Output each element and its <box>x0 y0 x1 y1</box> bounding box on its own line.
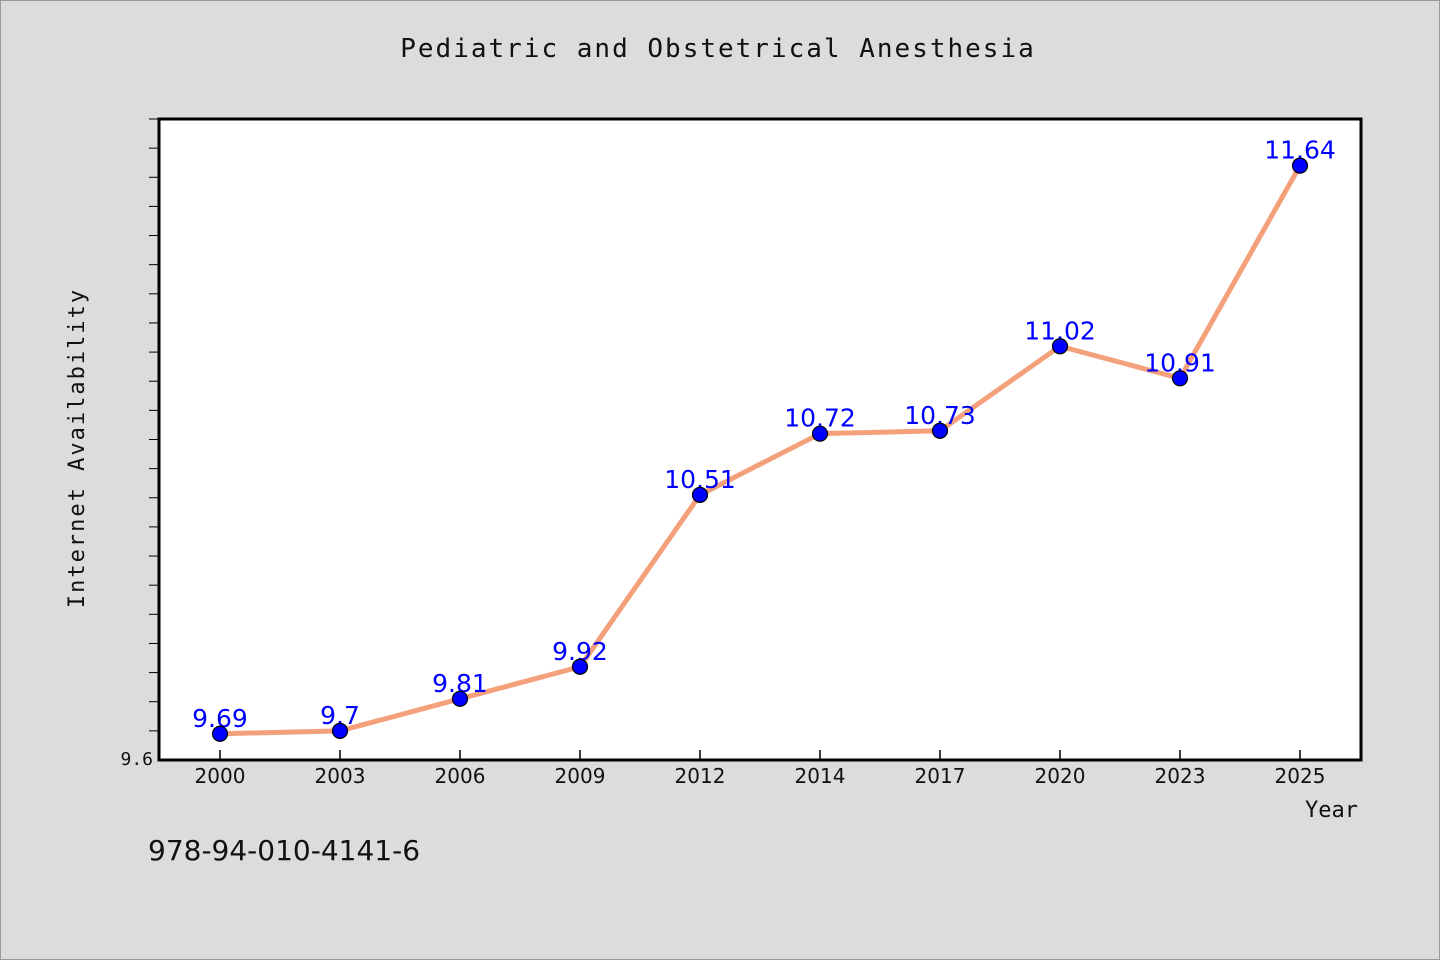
x-tick-label: 2014 <box>795 764 846 788</box>
x-axis-label: Year <box>1305 798 1358 823</box>
data-point <box>451 690 469 707</box>
x-tick-label: 2025 <box>1275 764 1326 788</box>
y-axis-minor-ticks <box>149 118 159 732</box>
y-axis-label: Internet Availability <box>65 288 90 608</box>
data-point <box>571 658 589 675</box>
x-tick-label: 2006 <box>435 764 486 788</box>
data-point <box>1291 157 1309 174</box>
x-tick-label: 2023 <box>1155 764 1206 788</box>
data-point <box>1171 370 1189 387</box>
data-point <box>331 722 349 739</box>
y-axis-tick-labels: 9.6 <box>120 749 153 770</box>
x-axis-tick-labels: 2000 2003 2006 2009 2012 2014 2017 2020 2023 2025 <box>195 764 1326 788</box>
x-tick-label: 2017 <box>915 764 966 788</box>
data-point <box>1051 338 1069 355</box>
isbn-text: 978-94-010-4141-6 <box>148 834 421 867</box>
x-tick-label: 2012 <box>675 764 726 788</box>
chart-title: Pediatric and Obstetrical Anesthesia <box>400 34 1036 64</box>
series-line <box>217 163 1303 737</box>
x-tick-label: 2000 <box>195 764 246 788</box>
plot-area <box>157 117 1363 762</box>
x-tick-label: 2009 <box>555 764 606 788</box>
data-point <box>931 422 949 439</box>
data-point <box>811 425 829 442</box>
data-point <box>691 486 709 503</box>
data-points <box>211 157 1309 742</box>
x-tick-label: 2020 <box>1035 764 1086 788</box>
data-point <box>211 725 229 742</box>
x-tick-label: 2003 <box>315 764 366 788</box>
x-axis-ticks <box>219 750 1301 760</box>
y-tick-label: 9.6 <box>120 749 153 770</box>
